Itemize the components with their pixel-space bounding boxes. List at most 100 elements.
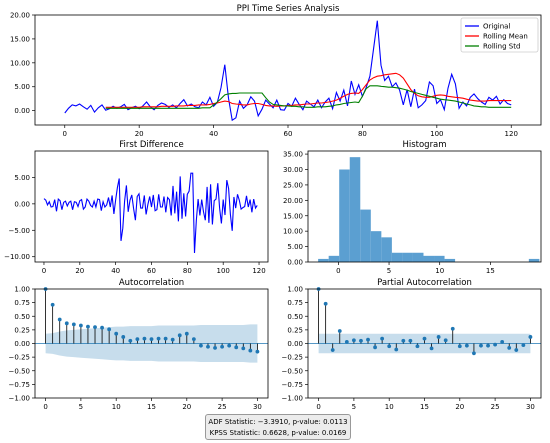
stem-marker	[493, 342, 498, 347]
chart-title: Histogram	[402, 140, 446, 150]
x-tick-label: 120	[252, 267, 265, 275]
y-tick-label: 0.00	[14, 340, 30, 348]
y-tick-label: 5.00	[287, 243, 303, 251]
stem-marker	[135, 337, 140, 342]
stem-marker	[429, 346, 434, 351]
chart-title: Autocorrelation	[119, 278, 184, 288]
stem-marker	[450, 326, 455, 331]
x-tick-label: 30	[253, 403, 262, 411]
stem-marker	[248, 348, 253, 353]
y-tick-label: 0.00	[14, 107, 30, 115]
chart-title: PPI Time Series Analysis	[237, 4, 340, 14]
y-tick-label: −0.25	[9, 354, 30, 362]
stem-marker	[436, 335, 441, 339]
y-tick-label: −5.00	[9, 227, 30, 235]
y-tick-label: −1.00	[282, 395, 303, 403]
stem-marker	[206, 344, 210, 349]
histogram-bar	[412, 252, 424, 262]
x-tick-label: 5	[352, 403, 356, 411]
y-tick-label: 25.00	[283, 181, 303, 189]
histogram-bar	[402, 252, 413, 262]
stem-marker	[149, 337, 154, 342]
stem-marker	[184, 331, 189, 336]
stem-marker	[323, 301, 328, 306]
stem-marker	[57, 317, 62, 322]
y-tick-label: 10.00	[283, 228, 303, 236]
x-tick-label: 60	[147, 267, 156, 275]
x-tick-label: 80	[183, 267, 192, 275]
stem-marker	[93, 325, 97, 330]
x-tick-label: 25	[218, 403, 227, 411]
legend-label: Original	[483, 23, 510, 31]
y-tick-label: 0.25	[287, 326, 303, 334]
x-tick-label: 15	[486, 267, 495, 275]
stem-marker	[220, 344, 225, 349]
stem-marker	[114, 331, 119, 336]
x-tick-label: 0	[43, 403, 47, 411]
stem-marker	[500, 339, 505, 344]
stem-marker	[472, 351, 476, 356]
stem-marker	[415, 344, 420, 349]
chart-title: Partial Autocorrelation	[377, 278, 472, 288]
y-tick-label: −0.25	[282, 354, 303, 362]
y-tick-label: 20.00	[283, 197, 303, 205]
x-tick-label: 5	[387, 267, 391, 275]
histogram-bar	[381, 237, 392, 262]
stem-marker	[234, 345, 239, 350]
y-tick-label: 1.00	[287, 286, 303, 294]
stem-marker	[128, 338, 133, 343]
stem-marker	[156, 336, 161, 341]
stats-box: ADF Statistic: −3.3910, p-value: 0.0113 …	[205, 414, 351, 440]
y-tick-label: 0.00	[287, 259, 303, 267]
stem-marker	[394, 347, 399, 352]
x-tick-label: 30	[526, 403, 535, 411]
stem-marker	[227, 343, 232, 348]
stem-marker	[422, 336, 427, 341]
stem-marker	[344, 339, 349, 344]
x-tick-label: 15	[420, 403, 429, 411]
stem-marker	[71, 322, 76, 327]
stem-marker	[359, 338, 363, 343]
y-tick-label: −0.75	[9, 381, 30, 389]
y-tick-label: 0.50	[14, 313, 30, 321]
stem-marker	[528, 335, 533, 339]
first-difference-panel: 0 20 40 60 80 100 120 −10.00 −5.00 0.00 5.00 First …	[4, 140, 269, 275]
y-tick-label: 1.00	[14, 286, 30, 294]
histogram-bar	[328, 255, 340, 262]
stem-marker	[100, 325, 104, 330]
plot-frame	[307, 150, 542, 263]
partial-autocorrelation-panel: 0 5 10 15 20 25 30 −1.00 −0.75 −0.50 −0.25 0.00 0.25…	[282, 278, 542, 411]
stem-marker	[170, 337, 175, 342]
stem-marker	[351, 338, 356, 343]
chart-title: First Difference	[119, 140, 183, 150]
y-tick-label: 15.00	[10, 35, 30, 43]
stem-marker	[163, 336, 168, 341]
histogram-bar	[370, 231, 382, 262]
y-tick-label: −0.50	[9, 367, 30, 375]
series-line-0	[43, 172, 258, 254]
ppi-time-series-panel: 0 20 40 60 80 100 120 0.00 5.00 10.00 15.00 20.00 PP…	[10, 4, 542, 138]
x-tick-label: 20	[75, 267, 84, 275]
histogram-bar	[391, 252, 403, 262]
x-tick-label: 60	[284, 130, 293, 138]
x-tick-label: 100	[217, 267, 230, 275]
stem-marker	[387, 344, 392, 349]
x-tick-label: 40	[111, 267, 120, 275]
y-tick-label: 20.00	[10, 12, 30, 20]
y-tick-label: 0.50	[287, 313, 303, 321]
stem-marker	[521, 343, 526, 348]
x-tick-label: 15	[147, 403, 156, 411]
stem-marker	[507, 345, 512, 350]
series-line-rolling-std	[105, 85, 512, 109]
stem-marker	[255, 349, 260, 354]
x-tick-label: 100	[430, 130, 443, 138]
y-tick-label: 5.00	[14, 174, 30, 182]
histogram-bar	[528, 258, 540, 262]
histogram-bar	[360, 209, 371, 262]
y-tick-label: 0.75	[287, 299, 303, 307]
x-tick-label: 5	[79, 403, 83, 411]
y-tick-label: 0.00	[14, 200, 30, 208]
x-tick-label: 0	[316, 403, 320, 411]
stem-marker	[337, 329, 342, 333]
